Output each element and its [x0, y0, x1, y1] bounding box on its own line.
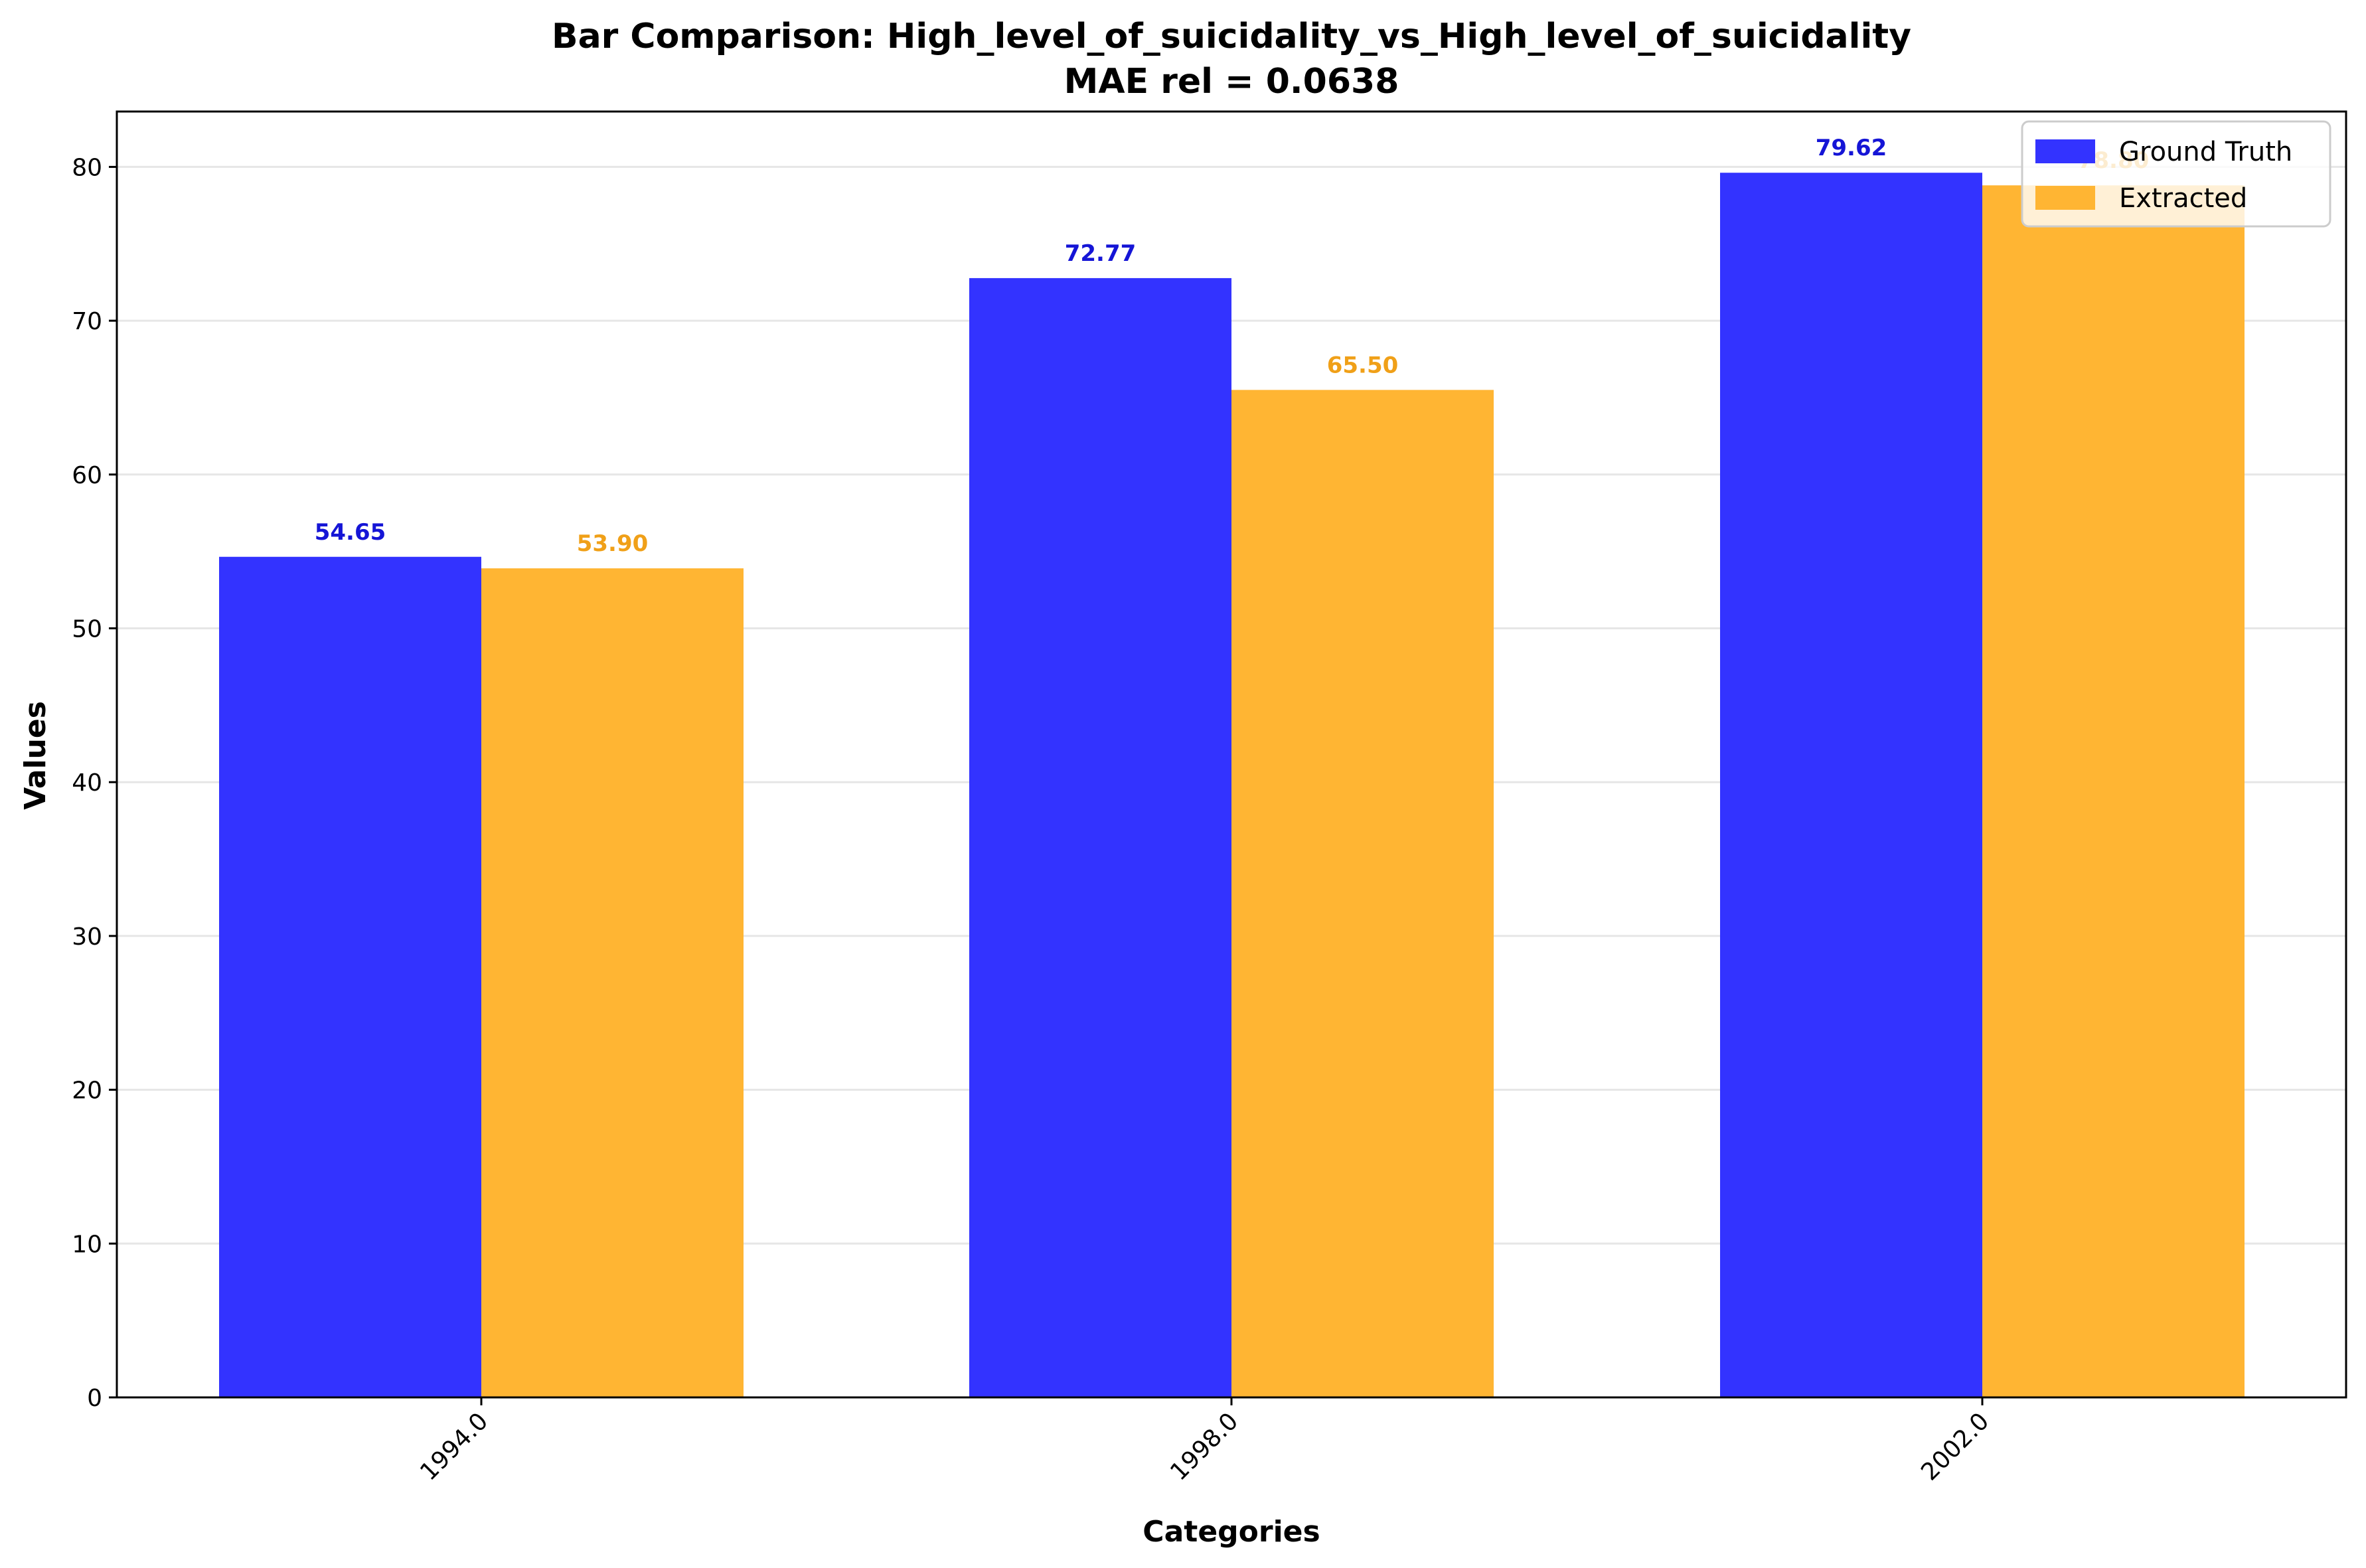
legend-swatch-ground-truth [2035, 139, 2095, 163]
bars [219, 173, 2245, 1397]
chart-title: Bar Comparison: High_level_of_suicidalit… [552, 17, 1911, 56]
legend-label-extracted: Extracted [2119, 183, 2247, 214]
y-axis: 0 10 20 30 40 50 60 70 80 [72, 154, 117, 1412]
bar-value-label: 79.62 [1816, 135, 1887, 161]
bar-ground-truth [969, 277, 1231, 1397]
y-tick-label: 50 [72, 616, 102, 643]
bar-ground-truth [1720, 173, 1982, 1397]
y-tick-label: 30 [72, 923, 102, 951]
bar-value-label: 65.50 [1327, 352, 1399, 378]
x-axis-label: Categories [1143, 1515, 1320, 1549]
chart-subtitle: MAE rel = 0.0638 [1064, 62, 1399, 102]
y-tick-label: 0 [87, 1385, 102, 1412]
y-tick-label: 60 [72, 462, 102, 489]
bar-extracted [481, 568, 744, 1397]
y-tick-label: 70 [72, 308, 102, 335]
bar-value-label: 72.77 [1065, 240, 1137, 267]
y-axis-label: Values [19, 701, 52, 810]
bar-ground-truth [219, 556, 481, 1397]
y-tick-label: 10 [72, 1231, 102, 1258]
bar-value-label: 54.65 [315, 519, 386, 546]
bar-extracted [1982, 185, 2245, 1397]
legend: Ground Truth Extracted [2021, 120, 2331, 228]
y-tick-label: 80 [72, 154, 102, 181]
legend-swatch-extracted [2035, 186, 2095, 210]
legend-label-ground-truth: Ground Truth [2119, 137, 2292, 167]
y-tick-label: 40 [72, 769, 102, 797]
legend-frame [2021, 120, 2331, 228]
bar-extracted [1231, 390, 1494, 1397]
y-tick-label: 20 [72, 1077, 102, 1105]
bar-value-label: 53.90 [577, 530, 649, 557]
